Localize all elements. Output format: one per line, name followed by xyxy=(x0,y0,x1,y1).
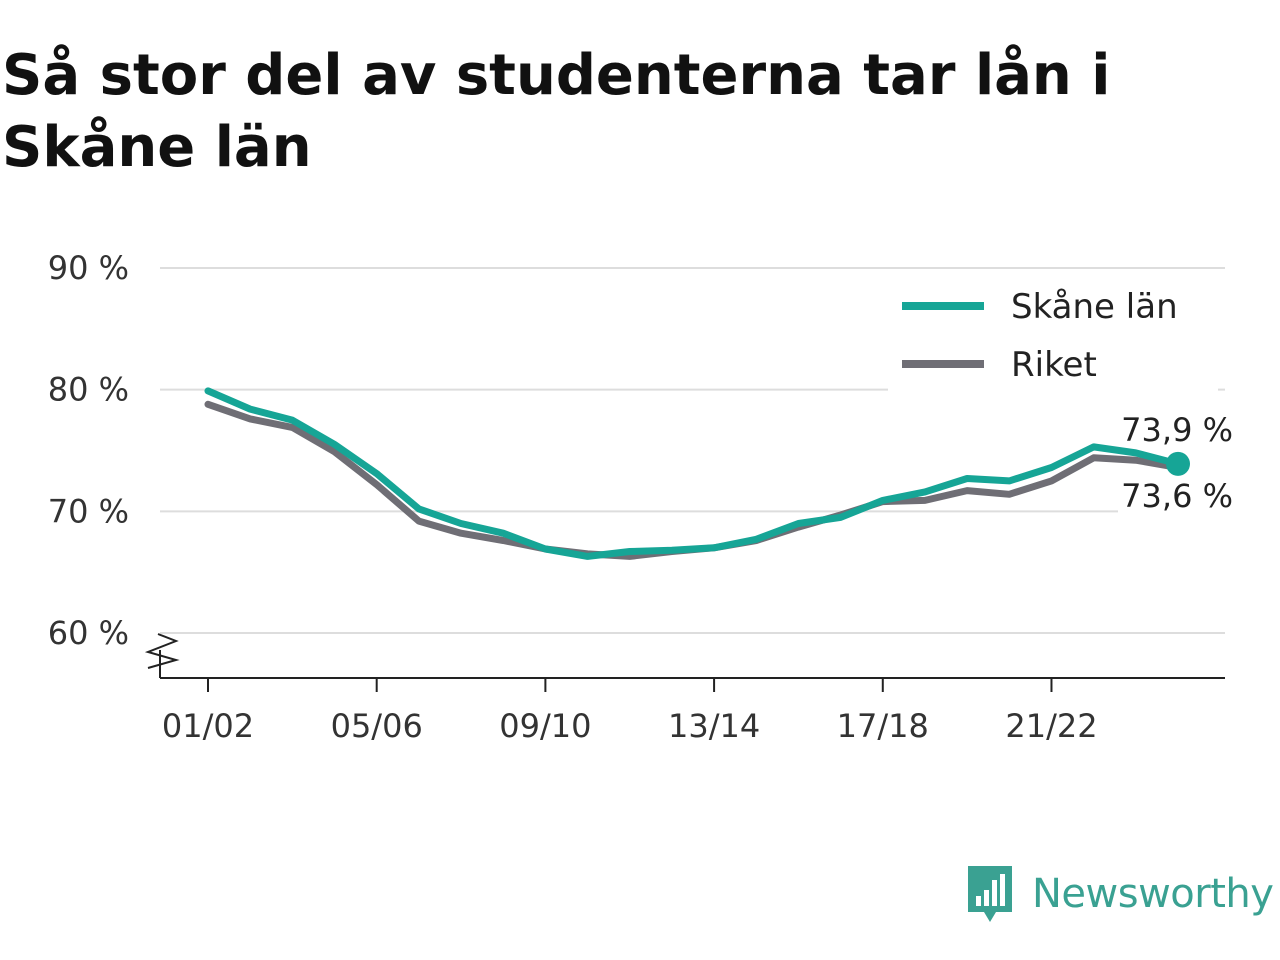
series-line-riket xyxy=(204,400,1182,560)
end-point-skane xyxy=(1166,451,1190,476)
series-line-skane xyxy=(204,387,1182,560)
brand-name: Newsworthy xyxy=(1032,871,1274,917)
y-tick-label: 80 % xyxy=(48,371,129,409)
end-label-bg xyxy=(1118,478,1236,516)
x-tick-label: 01/02 xyxy=(162,707,254,745)
newsworthy-logo: Newsworthy xyxy=(964,862,1274,926)
x-tick-label: 05/06 xyxy=(331,707,423,745)
x-axis: 01/02 05/06 09/10 13/14 17/18 21/22 xyxy=(144,633,1225,745)
y-tick-label: 70 % xyxy=(48,492,129,530)
chart-title: Så stor del av studenterna tar lån i Skå… xyxy=(2,43,1111,180)
legend-label: Riket xyxy=(1011,345,1097,385)
x-tick-label: 21/22 xyxy=(1005,707,1097,745)
series-lines xyxy=(204,387,1190,560)
y-axis: 60 % 70 % 80 % 90 % xyxy=(48,249,129,652)
legend-label: Skåne län xyxy=(1011,287,1178,327)
end-label-skane: 73,9 % xyxy=(1121,411,1233,449)
x-tick-label: 09/10 xyxy=(499,707,591,745)
axis-break-icon xyxy=(144,633,180,669)
x-tick-label: 13/14 xyxy=(668,707,760,745)
end-labels: 73,9 % 73,6 % xyxy=(1118,411,1236,516)
legend: Skåne län Riket xyxy=(888,282,1218,394)
y-tick-label: 60 % xyxy=(48,614,129,652)
newsworthy-logo-icon xyxy=(968,866,1012,922)
y-tick-label: 90 % xyxy=(48,249,129,287)
x-tick-label: 17/18 xyxy=(837,707,929,745)
end-label-riket: 73,6 % xyxy=(1121,477,1233,515)
legend-box xyxy=(888,282,1218,394)
